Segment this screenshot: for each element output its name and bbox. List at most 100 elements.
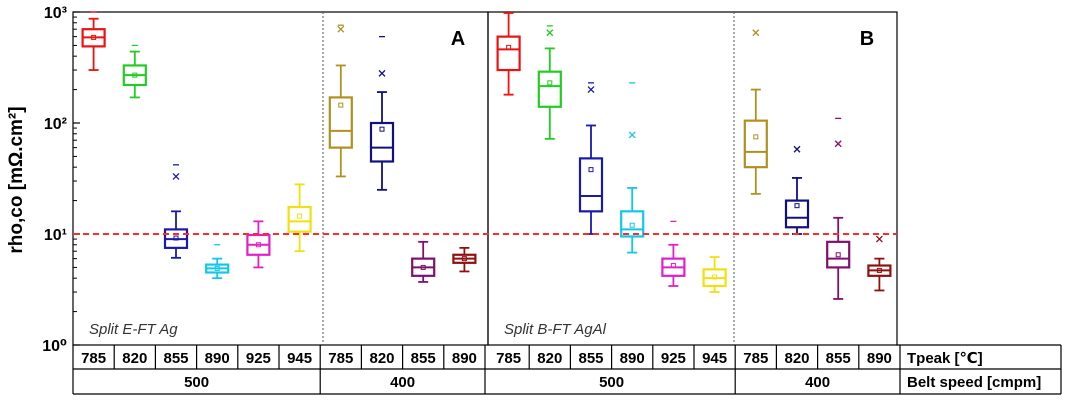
box-945 [702,256,727,293]
box-iqr [496,35,521,72]
box-820 [369,35,395,191]
mean-marker [753,134,759,140]
belt-speed-label: 500 [184,374,209,391]
panel-B: B Split B-FT AgAl [487,11,898,346]
tpeak-row-label: Tpeak [℃] [907,350,983,367]
tpeak-label: 890 [867,350,892,367]
mean-marker [712,274,718,280]
chart-panels: A Split E-FT Ag B Split B-FT AgAl [72,11,898,346]
tpeak-label: 855 [411,350,436,367]
box-iqr [578,157,604,213]
box-855 [163,164,189,259]
tpeak-label: 925 [661,350,686,367]
outlier-x [378,69,386,77]
box-855 [826,117,851,300]
mean-marker [338,102,344,108]
mean-marker [876,267,882,273]
box-785 [496,12,521,96]
outlier-x [875,235,883,243]
y-tick-label: 10³ [44,5,67,22]
panel-A: A Split E-FT Ag [72,11,489,346]
box-890 [452,246,477,273]
mean-marker [214,265,220,271]
outlier-x [587,86,595,94]
tpeak-label: 890 [452,350,477,367]
panel-frame [487,11,898,346]
mean-marker [132,72,138,78]
box-945 [287,183,312,253]
box-890 [867,235,892,292]
box-785 [328,24,353,178]
mean-marker [461,256,467,262]
box-820 [537,25,562,140]
mean-marker [255,242,261,248]
panel-tag: B [860,28,874,50]
y-axis-label: rho,co [mΩ.cm²] [6,106,27,253]
box-890 [620,82,645,254]
tpeak-label: 945 [287,350,312,367]
y-tick-label: 10⁰ [42,338,67,355]
box-925 [661,220,686,287]
tpeak-label: 820 [537,350,562,367]
outlier-x [546,29,554,37]
tpeak-label: 820 [784,350,809,367]
mean-marker [588,167,594,173]
y-tick-label: 10¹ [44,227,67,244]
box-925 [246,220,271,269]
belt-speed-label: 400 [390,374,415,391]
mean-marker [420,264,426,270]
box-855 [411,240,436,283]
box-820 [784,145,810,235]
mean-marker [173,235,179,241]
box-iqr [826,240,851,269]
outlier-x [172,172,180,180]
box-iqr [328,96,353,149]
tpeak-label: 890 [620,350,645,367]
box-785 [81,11,106,71]
panel-tag: A [451,28,465,50]
box-iqr [784,199,810,229]
mean-marker [547,80,553,86]
tpeak-label: 890 [205,350,230,367]
outlier-x [793,145,801,153]
box-785 [743,29,768,195]
box-iqr [537,70,562,108]
box-iqr [369,121,395,163]
belt-speed-label: 400 [805,374,830,391]
mean-marker [379,126,385,132]
tpeak-label: 785 [81,350,106,367]
box-855 [578,82,604,235]
split-label: Split E-FT Ag [89,321,178,338]
outlier-x [834,140,842,148]
tpeak-label: 855 [826,350,851,367]
mean-marker [835,252,841,258]
outlier-x [337,25,345,33]
tpeak-label: 945 [702,350,727,367]
belt-speed-label: 500 [599,374,624,391]
category-table: 785 820 855 890 925 945 785 820 855 890 500 400 785 8… [72,344,1062,395]
mean-marker [629,222,635,228]
belt-speed-row-label: Belt speed [cmpm] [907,374,1041,391]
mean-marker [670,263,676,269]
tpeak-label: 925 [246,350,271,367]
tpeak-label: 855 [163,350,188,367]
mean-marker [297,213,303,219]
tpeak-label: 785 [496,350,521,367]
tpeak-label: 785 [328,350,353,367]
y-axis-ticks: 10⁰ 10¹ 10² 10³ [42,5,80,355]
box-820 [122,44,147,99]
box-890 [205,244,230,280]
box-iqr [287,205,312,233]
mean-marker [506,44,512,50]
mean-marker [91,34,97,40]
y-tick-label: 10² [44,116,67,133]
mean-marker [794,203,800,209]
tpeak-label: 785 [743,350,768,367]
outlier-x [628,131,636,139]
tpeak-label: 820 [122,350,147,367]
split-label: Split B-FT AgAl [504,321,607,338]
outlier-x [752,29,760,37]
box-iqr [620,210,645,238]
tpeak-label: 820 [369,350,394,367]
